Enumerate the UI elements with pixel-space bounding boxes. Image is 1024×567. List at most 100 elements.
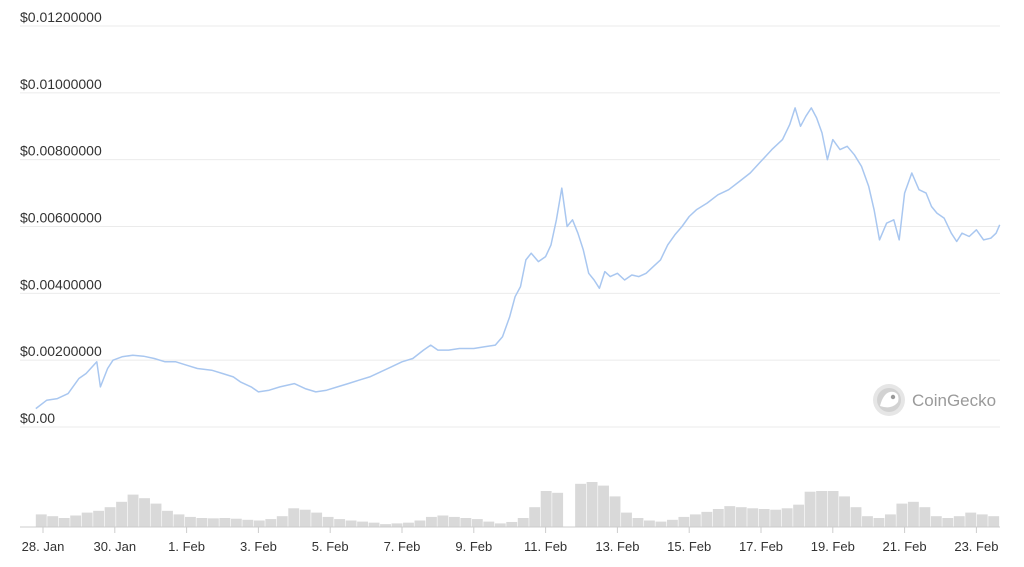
x-tick-label: 13. Feb bbox=[595, 539, 639, 554]
volume-bar bbox=[70, 515, 82, 527]
y-tick-label: $0.00800000 bbox=[20, 143, 102, 159]
volume-bar bbox=[712, 509, 724, 527]
volume-bar bbox=[873, 518, 885, 527]
volume-bar bbox=[827, 491, 839, 527]
price-line bbox=[35, 107, 1001, 410]
x-tick-label: 30. Jan bbox=[93, 539, 136, 554]
volume-bar bbox=[942, 518, 954, 527]
x-tick-label: 21. Feb bbox=[883, 539, 927, 554]
x-tick-label: 11. Feb bbox=[524, 539, 567, 554]
volume-bar bbox=[483, 521, 495, 527]
x-tick-label: 5. Feb bbox=[312, 539, 349, 554]
volume-bar bbox=[322, 516, 334, 527]
gecko-logo-icon bbox=[873, 384, 905, 416]
volume-bar bbox=[621, 512, 632, 527]
volume-bar bbox=[781, 508, 793, 527]
volume-bar bbox=[357, 521, 369, 527]
volume-bar bbox=[793, 504, 805, 527]
volume-bars bbox=[20, 482, 1000, 528]
volume-bar bbox=[242, 519, 254, 527]
volume-bar bbox=[655, 521, 667, 527]
volume-bar bbox=[598, 485, 609, 527]
coingecko-watermark: CoinGecko bbox=[873, 384, 996, 416]
x-tick-label: 17. Feb bbox=[739, 539, 783, 554]
volume-bar bbox=[299, 509, 311, 527]
volume-bar bbox=[884, 514, 896, 527]
volume-bar bbox=[632, 518, 644, 527]
volume-bar bbox=[540, 491, 552, 527]
y-tick-label: $0.00600000 bbox=[20, 210, 102, 226]
y-tick-label: $0.00400000 bbox=[20, 276, 102, 292]
volume-bar bbox=[288, 508, 300, 527]
volume-bar bbox=[253, 520, 265, 527]
volume-bar bbox=[988, 516, 1000, 527]
volume-bar bbox=[907, 501, 919, 527]
volume-bar bbox=[976, 514, 988, 527]
volume-bar bbox=[747, 508, 759, 527]
volume-bar bbox=[517, 518, 529, 527]
volume-bar bbox=[552, 492, 564, 527]
y-tick-label: $0.01200000 bbox=[20, 9, 102, 25]
volume-bar bbox=[47, 516, 59, 527]
volume-bar bbox=[380, 524, 391, 527]
volume-bar bbox=[207, 518, 219, 527]
volume-bar bbox=[219, 518, 231, 527]
volume-bar bbox=[758, 509, 770, 527]
volume-bar bbox=[839, 496, 850, 527]
volume-bar bbox=[230, 518, 242, 527]
volume-bar bbox=[896, 503, 908, 527]
y-axis-ticks: $0.00 $0.00200000 $0.00400000 $0.00600000 $0… bbox=[20, 9, 102, 426]
volume-bar bbox=[460, 518, 472, 527]
volume-bar bbox=[575, 483, 587, 527]
volume-bar bbox=[919, 507, 931, 527]
x-tick-label: 23. Feb bbox=[954, 539, 998, 554]
volume-bar bbox=[345, 520, 357, 527]
volume-bar bbox=[276, 516, 288, 527]
x-tick-label: 15. Feb bbox=[667, 539, 711, 554]
x-axis-ticks: 28. Jan 30. Jan 1. Feb 3. Feb 5. Feb 7. Feb 9.… bbox=[22, 527, 998, 554]
volume-bar bbox=[666, 519, 678, 527]
volume-bar bbox=[391, 523, 403, 527]
volume-bar bbox=[724, 506, 736, 527]
volume-bar bbox=[506, 521, 518, 527]
volume-bar bbox=[965, 512, 977, 527]
volume-bar bbox=[735, 507, 747, 527]
x-tick-label: 28. Jan bbox=[22, 539, 65, 554]
volume-bar bbox=[139, 498, 150, 527]
x-tick-label: 19. Feb bbox=[811, 539, 855, 554]
volume-bar bbox=[334, 519, 346, 527]
x-tick-label: 1. Feb bbox=[168, 539, 205, 554]
volume-bar bbox=[414, 520, 426, 527]
volume-bar bbox=[162, 510, 173, 527]
price-series bbox=[35, 107, 1001, 410]
volume-bar bbox=[862, 516, 873, 527]
y-tick-label: $0.00 bbox=[20, 410, 55, 426]
volume-bar bbox=[35, 514, 47, 527]
volume-bar bbox=[184, 516, 196, 527]
volume-bar bbox=[437, 515, 449, 527]
volume-bar bbox=[678, 516, 690, 527]
volume-bar bbox=[265, 519, 277, 527]
watermark-text: CoinGecko bbox=[912, 391, 996, 410]
volume-bar bbox=[93, 510, 105, 527]
volume-bar bbox=[804, 491, 816, 527]
volume-bar bbox=[850, 507, 862, 527]
volume-bar bbox=[311, 512, 323, 527]
y-gridlines bbox=[20, 25, 1000, 428]
volume-bar bbox=[368, 522, 380, 527]
volume-bar bbox=[930, 516, 942, 527]
volume-bar bbox=[58, 518, 70, 527]
volume-bar bbox=[81, 512, 93, 527]
volume-bar bbox=[529, 507, 541, 527]
y-tick-label: $0.00200000 bbox=[20, 343, 102, 359]
volume-bar bbox=[816, 491, 828, 527]
volume-bar bbox=[104, 507, 116, 527]
x-tick-label: 7. Feb bbox=[384, 539, 421, 554]
volume-bar bbox=[127, 494, 139, 527]
volume-bar bbox=[586, 482, 598, 527]
x-tick-label: 3. Feb bbox=[240, 539, 277, 554]
volume-bar bbox=[425, 516, 437, 527]
volume-bar bbox=[116, 501, 128, 527]
y-tick-label: $0.01000000 bbox=[20, 76, 102, 92]
